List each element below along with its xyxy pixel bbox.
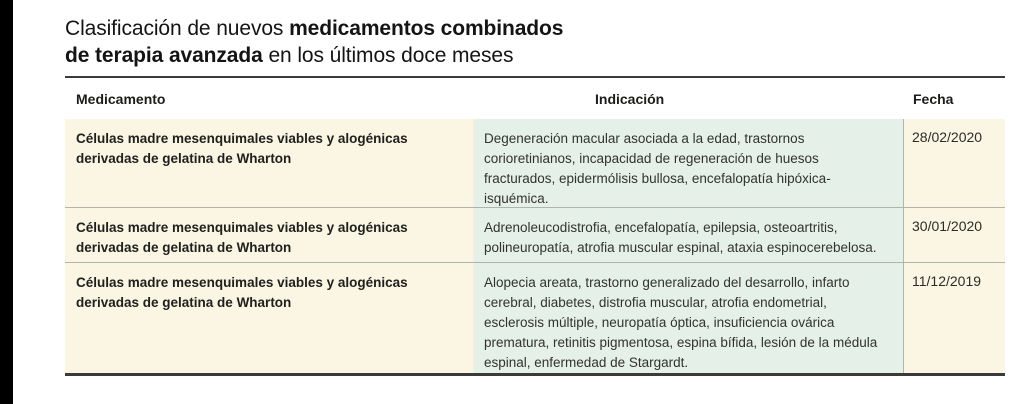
medications-table: Células madre mesenquimales viables y al…	[65, 119, 1005, 376]
table-header-row: Medicamento Indicación Fecha	[65, 78, 1005, 119]
column-header-medicamento: Medicamento	[76, 90, 166, 107]
title-line2-bold: de terapia avanzada	[65, 44, 263, 67]
fecha-cell: 11/12/2019	[904, 263, 1005, 373]
indicacion-cell: Degeneración macular asociada a la edad,…	[473, 119, 904, 207]
left-accent-bar	[0, 0, 13, 404]
table-row: Células madre mesenquimales viables y al…	[65, 208, 1005, 262]
column-header-fecha: Fecha	[913, 90, 954, 107]
column-header-indicacion: Indicación	[595, 90, 665, 107]
indicacion-cell: Alopecia areata, trastorno generalizado …	[473, 263, 904, 373]
medicamento-cell: Células madre mesenquimales viables y al…	[65, 208, 473, 262]
title-line1-regular: Clasificación de nuevos	[65, 17, 290, 40]
title-line1-bold: medicamentos combinados	[289, 17, 564, 40]
fecha-cell: 30/01/2020	[904, 208, 1005, 262]
title-divider	[65, 76, 1005, 78]
medicamento-cell: Células madre mesenquimales viables y al…	[65, 119, 473, 207]
indicacion-cell: Adrenoleucodistrofia, encefalopatía, epi…	[473, 208, 904, 262]
infographic-content: Clasificación de nuevos medicamentos com…	[65, 0, 1005, 376]
title-line2-regular: en los últimos doce meses	[262, 44, 514, 67]
row-divider	[65, 262, 1005, 263]
table-row: Células madre mesenquimales viables y al…	[65, 119, 1005, 207]
medicamento-cell: Células madre mesenquimales viables y al…	[65, 263, 473, 373]
page-title: Clasificación de nuevos medicamentos com…	[65, 0, 1005, 69]
row-divider	[65, 207, 1005, 208]
table-row: Células madre mesenquimales viables y al…	[65, 263, 1005, 373]
fecha-cell: 28/02/2020	[904, 119, 1005, 207]
